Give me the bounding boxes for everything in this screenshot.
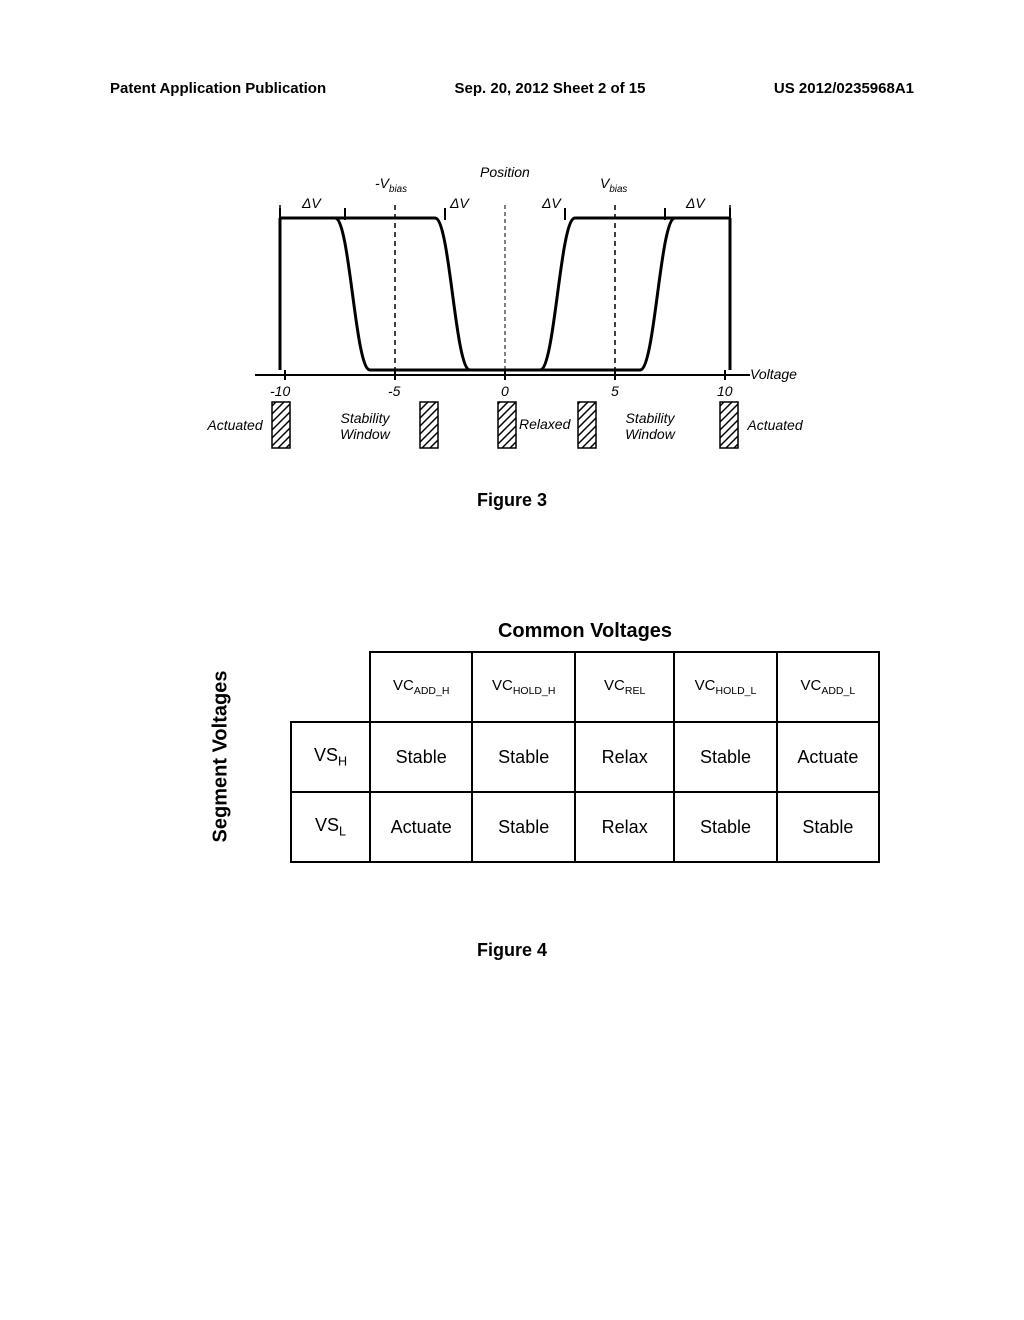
region-relaxed: Relaxed xyxy=(519,416,570,432)
col-header-0: VCADD_H xyxy=(370,652,472,722)
cell: Actuate xyxy=(370,792,472,862)
region-stability-right: Stability Window xyxy=(600,410,700,442)
tick-n10: -10 xyxy=(270,383,290,399)
cell: Stable xyxy=(472,792,575,862)
page-header: Patent Application Publication Sep. 20, … xyxy=(110,80,914,97)
table-row: VSH Stable Stable Relax Stable Actuate xyxy=(291,722,879,792)
y-axis-label: Position xyxy=(480,164,530,180)
cell: Relax xyxy=(575,792,674,862)
vbias-pos: Vbias xyxy=(600,175,627,195)
header-right: US 2012/0235968A1 xyxy=(774,80,914,97)
region-actuated-left: Actuated xyxy=(200,417,270,433)
cell: Relax xyxy=(575,722,674,792)
col-header-2: VCREL xyxy=(575,652,674,722)
row-header-0: VSH xyxy=(291,722,370,792)
figure3-chart: Position Voltage -Vbias Vbias ΔV ΔV ΔV Δ… xyxy=(220,170,790,470)
figure4-table: Common Voltages Segment Voltages VCADD_H… xyxy=(160,620,880,863)
header-left: Patent Application Publication xyxy=(110,80,326,97)
header-center: Sep. 20, 2012 Sheet 2 of 15 xyxy=(455,80,646,97)
cell: Stable xyxy=(674,722,776,792)
row-header-1: VSL xyxy=(291,792,370,862)
figure4-caption: Figure 4 xyxy=(0,940,1024,961)
col-header-4: VCADD_L xyxy=(777,652,879,722)
tick-5: 5 xyxy=(611,383,619,399)
tick-0: 0 xyxy=(501,383,509,399)
cell: Stable xyxy=(777,792,879,862)
delta-v-3: ΔV xyxy=(542,195,561,211)
col-header-3: VCHOLD_L xyxy=(674,652,776,722)
cell: Actuate xyxy=(777,722,879,792)
vbias-neg: -Vbias xyxy=(375,175,407,195)
cell: Stable xyxy=(472,722,575,792)
delta-v-2: ΔV xyxy=(450,195,469,211)
delta-v-1: ΔV xyxy=(302,195,321,211)
region-stability-left: Stability Window xyxy=(315,410,415,442)
col-header-1: VCHOLD_H xyxy=(472,652,575,722)
table-header-row: VCADD_H VCHOLD_H VCREL VCHOLD_L VCADD_L xyxy=(291,652,879,722)
voltage-table: VCADD_H VCHOLD_H VCREL VCHOLD_L VCADD_L … xyxy=(290,651,880,863)
region-actuated-right: Actuated xyxy=(740,417,810,433)
common-voltages-title: Common Voltages xyxy=(290,620,880,643)
figure3-caption: Figure 3 xyxy=(0,490,1024,511)
tick-n5: -5 xyxy=(388,383,400,399)
tick-10: 10 xyxy=(717,383,733,399)
x-axis-label: Voltage xyxy=(750,366,797,382)
cell: Stable xyxy=(674,792,776,862)
segment-voltages-label: Segment Voltages xyxy=(209,671,232,843)
hysteresis-curve xyxy=(220,170,790,470)
table-row: VSL Actuate Stable Relax Stable Stable xyxy=(291,792,879,862)
cell: Stable xyxy=(370,722,472,792)
delta-v-4: ΔV xyxy=(686,195,705,211)
